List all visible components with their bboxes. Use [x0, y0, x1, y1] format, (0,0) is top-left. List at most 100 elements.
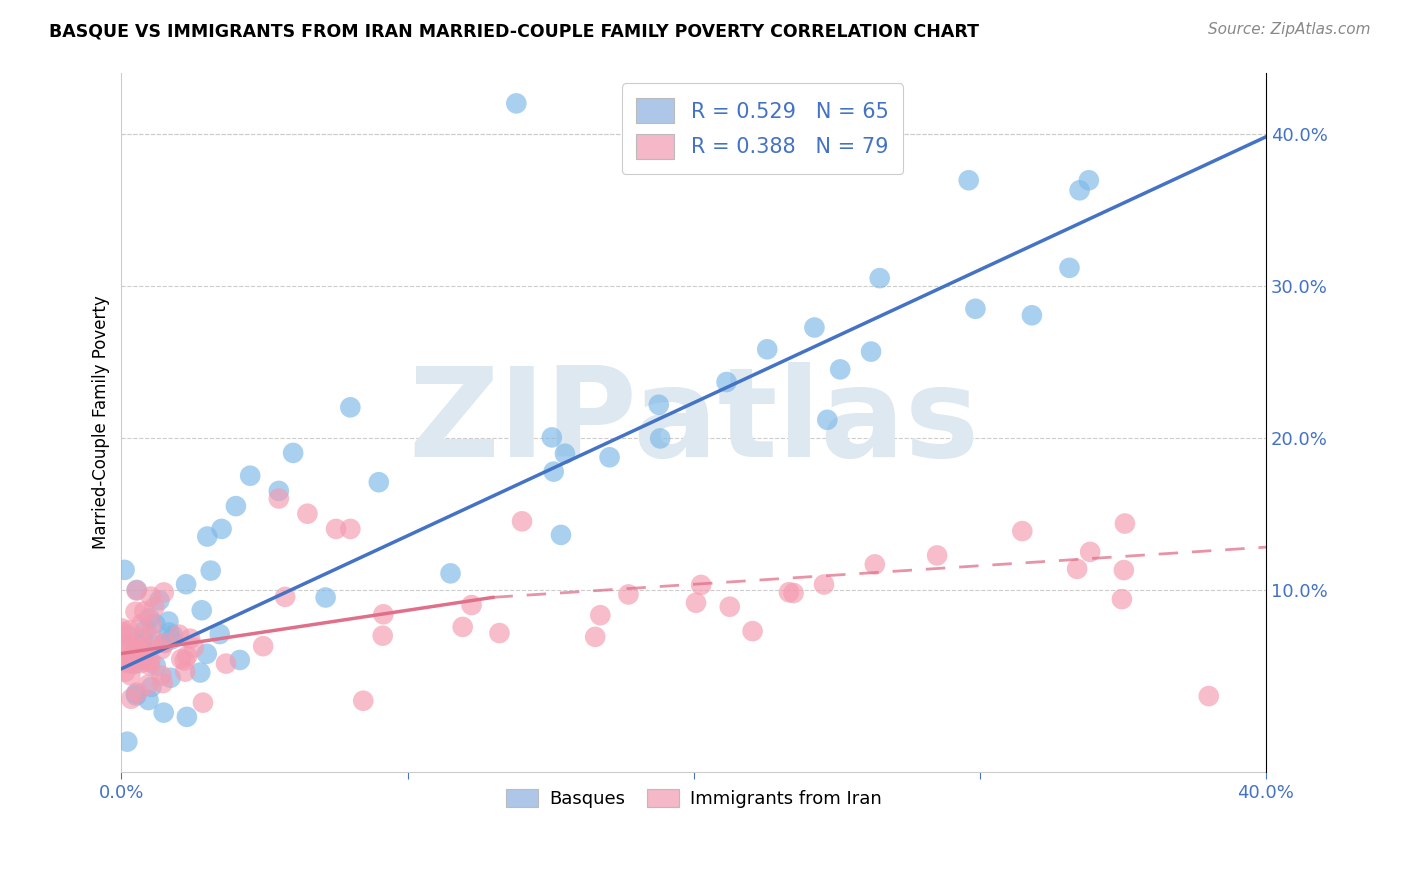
Point: [215, 657, 238, 671]
Point: [125, 689, 148, 703]
Point: [131, 616, 153, 631]
Point: [195, 529, 218, 543]
Point: [134, 638, 156, 652]
Point: [599, 450, 621, 465]
Point: [554, 447, 576, 461]
Point: [505, 96, 527, 111]
Point: [297, 507, 319, 521]
Point: [200, 564, 222, 578]
Point: [325, 522, 347, 536]
Legend: Basques, Immigrants from Iran: Basques, Immigrants from Iran: [499, 781, 889, 815]
Point: [152, 676, 174, 690]
Point: [143, 617, 166, 632]
Point: [118, 624, 141, 638]
Point: [716, 375, 738, 389]
Point: [111, 624, 134, 639]
Point: [131, 632, 153, 647]
Point: [352, 694, 374, 708]
Point: [121, 649, 143, 664]
Point: [159, 671, 181, 685]
Point: [111, 622, 134, 636]
Point: [141, 680, 163, 694]
Point: [183, 640, 205, 655]
Point: [540, 430, 562, 444]
Point: [373, 607, 395, 622]
Point: [127, 685, 149, 699]
Point: [170, 652, 193, 666]
Point: [136, 655, 159, 669]
Point: [1077, 173, 1099, 187]
Point: [174, 665, 197, 679]
Point: [117, 652, 139, 666]
Point: [274, 590, 297, 604]
Point: [1066, 562, 1088, 576]
Point: [138, 693, 160, 707]
Point: [141, 632, 163, 646]
Point: [267, 483, 290, 498]
Point: [229, 653, 252, 667]
Point: [543, 465, 565, 479]
Point: [690, 578, 713, 592]
Point: [208, 627, 231, 641]
Point: [510, 514, 533, 528]
Point: [162, 628, 184, 642]
Point: [1021, 308, 1043, 322]
Point: [153, 636, 176, 650]
Point: [460, 598, 482, 612]
Point: [648, 398, 671, 412]
Point: [339, 522, 361, 536]
Point: [1059, 260, 1081, 275]
Point: [125, 582, 148, 597]
Point: [451, 620, 474, 634]
Point: [152, 706, 174, 720]
Text: ZIPatlas: ZIPatlas: [408, 362, 980, 483]
Point: [778, 585, 800, 599]
Point: [134, 605, 156, 619]
Point: [115, 640, 138, 655]
Point: [650, 431, 672, 445]
Point: [583, 630, 606, 644]
Point: [191, 696, 214, 710]
Point: [117, 734, 139, 748]
Point: [153, 585, 176, 599]
Point: [128, 643, 150, 657]
Text: BASQUE VS IMMIGRANTS FROM IRAN MARRIED-COUPLE FAMILY POVERTY CORRELATION CHART: BASQUE VS IMMIGRANTS FROM IRAN MARRIED-C…: [49, 22, 979, 40]
Point: [157, 625, 180, 640]
Point: [813, 577, 835, 591]
Y-axis label: Married-Couple Family Poverty: Married-Couple Family Poverty: [93, 295, 110, 549]
Point: [488, 626, 510, 640]
Point: [125, 583, 148, 598]
Point: [225, 499, 247, 513]
Point: [965, 301, 987, 316]
Point: [550, 528, 572, 542]
Point: [1112, 563, 1135, 577]
Point: [160, 632, 183, 647]
Point: [120, 668, 142, 682]
Point: [115, 628, 138, 642]
Point: [718, 599, 741, 614]
Point: [153, 636, 176, 650]
Point: [252, 639, 274, 653]
Point: [134, 643, 156, 657]
Point: [139, 590, 162, 604]
Point: [139, 658, 162, 673]
Point: [150, 642, 173, 657]
Point: [120, 656, 142, 670]
Point: [830, 362, 852, 376]
Point: [1111, 592, 1133, 607]
Point: [176, 648, 198, 663]
Point: [685, 596, 707, 610]
Point: [125, 687, 148, 701]
Point: [173, 654, 195, 668]
Point: [145, 658, 167, 673]
Point: [138, 611, 160, 625]
Point: [1078, 545, 1101, 559]
Text: Source: ZipAtlas.com: Source: ZipAtlas.com: [1208, 22, 1371, 37]
Point: [124, 643, 146, 657]
Point: [120, 691, 142, 706]
Point: [167, 627, 190, 641]
Point: [803, 320, 825, 334]
Point: [339, 401, 361, 415]
Point: [211, 522, 233, 536]
Point: [143, 638, 166, 652]
